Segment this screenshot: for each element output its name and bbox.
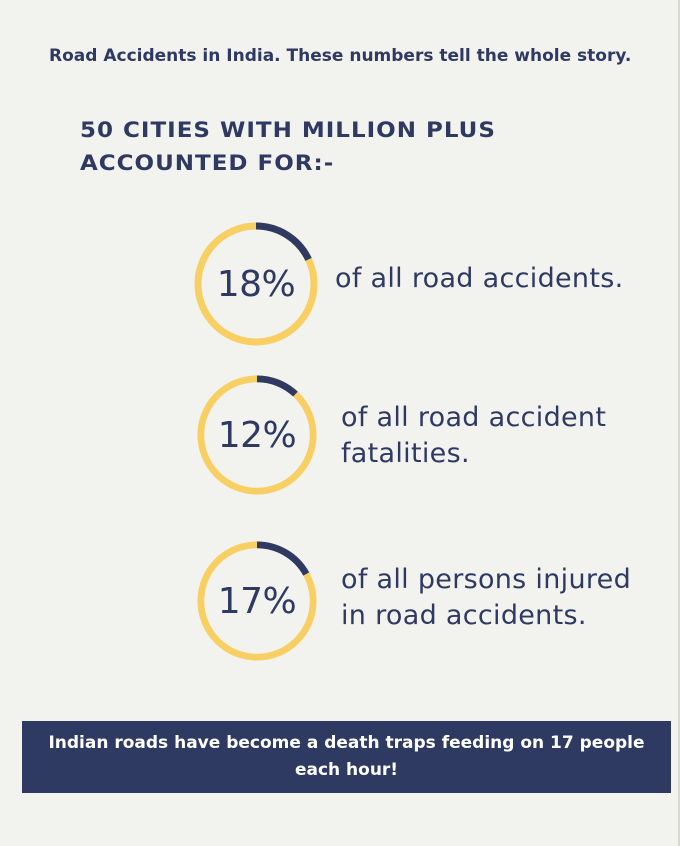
ring-graphic bbox=[197, 541, 317, 661]
percentage-ring: 17% bbox=[196, 540, 318, 662]
percentage-value: 18% bbox=[216, 263, 296, 305]
ring-progress-arc bbox=[194, 222, 318, 346]
section-heading: 50 Cities with million plus accounted fo… bbox=[80, 118, 496, 176]
intro-text: Road Accidents in India. These numbers t… bbox=[49, 46, 632, 66]
highlight-banner: Indian roads have become a death traps f… bbox=[22, 721, 671, 793]
percentage-value: 12% bbox=[217, 414, 297, 456]
ring-graphic bbox=[197, 375, 317, 495]
page-edge-divider bbox=[678, 0, 680, 846]
banner-text: Indian roads have become a death traps f… bbox=[48, 733, 645, 780]
stat-description: of all road accidents. bbox=[335, 263, 624, 294]
percentage-value: 17% bbox=[217, 580, 297, 622]
stat-description: of all road accident fatalities. bbox=[341, 402, 607, 469]
ring-progress-arc bbox=[197, 541, 317, 661]
percentage-ring: 18% bbox=[193, 221, 319, 347]
ring-graphic bbox=[194, 222, 318, 346]
percentage-ring: 12% bbox=[196, 374, 318, 496]
ring-progress-arc bbox=[197, 375, 317, 495]
stat-description: of all persons injured in road accidents… bbox=[341, 564, 632, 631]
